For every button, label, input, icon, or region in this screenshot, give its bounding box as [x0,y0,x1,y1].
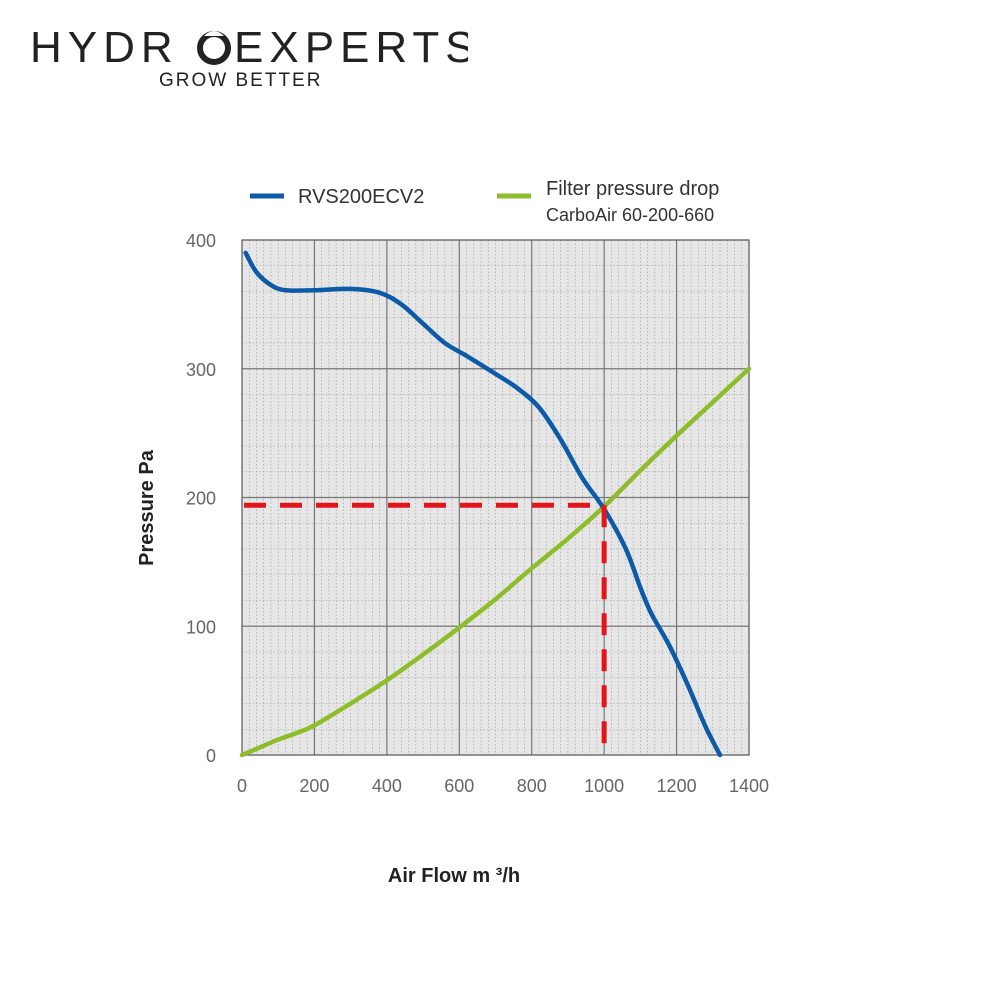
x-tick-label: 1200 [657,776,697,796]
x-axis-title: Air Flow m ³/h [388,865,520,887]
x-tick-label: 800 [517,776,547,796]
brand-drop-icon [197,31,231,65]
legend-label-filter-line2: CarboAir 60-200-660 [546,205,714,225]
legend: RVS200ECV2 Filter pressure drop CarboAir… [250,178,719,225]
hydroexperts-logo: HYDR EXPERTS GROW BETTER [30,23,468,91]
x-axis-ticks: 0 200 400 600 800 1000 1200 1400 [237,776,769,796]
brand-tagline: GROW BETTER [159,70,322,91]
x-tick-label: 400 [372,776,402,796]
x-tick-label: 1400 [729,776,769,796]
brand-name-part1: HYDR [30,23,179,72]
x-tick-label: 200 [299,776,329,796]
series-line-rvs200ecv2 [243,250,723,758]
y-tick-label: 200 [186,489,216,509]
series-lines [239,250,752,758]
y-tick-label: 0 [206,746,216,766]
operating-point-guides [244,502,607,755]
legend-label-rvs200ecv2: RVS200ECV2 [298,186,424,208]
x-tick-label: 0 [237,776,247,796]
y-tick-label: 300 [186,360,216,380]
x-tick-label: 600 [444,776,474,796]
x-tick-label: 1000 [584,776,624,796]
series-line-filter-pressure-drop [239,366,752,758]
brand-name-part2: EXPERTS [234,23,468,72]
y-tick-label: 100 [186,617,216,637]
y-axis-ticks: 0 100 200 300 400 [186,231,216,766]
plot-border [241,239,750,756]
legend-label-filter: Filter pressure drop [546,178,719,200]
y-tick-label: 400 [186,231,216,251]
y-axis-title: Pressure Pa [136,449,158,566]
